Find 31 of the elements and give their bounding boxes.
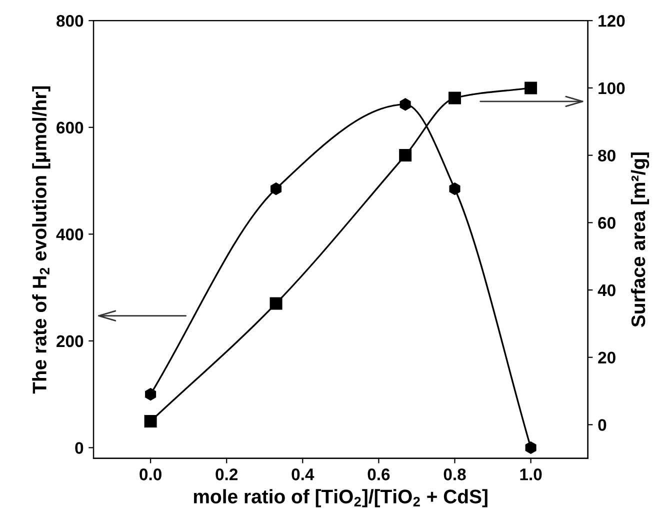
x-tick-label: 0.2 xyxy=(216,468,238,480)
point xyxy=(270,182,282,196)
y2-tick-label: 100 xyxy=(598,82,625,94)
point xyxy=(524,82,538,94)
y2-tick-label: 20 xyxy=(598,352,616,364)
point xyxy=(144,415,157,428)
point xyxy=(448,92,462,104)
y2-tick-label: 0 xyxy=(598,419,606,431)
y-tick-label: 400 xyxy=(56,228,84,240)
y-tick-label: 200 xyxy=(56,335,84,348)
x-tick-label: 0.8 xyxy=(444,468,466,480)
x-axis-title: mole ratio of [TiO$_{2}$]/[TiO$_{2}$ + CdS] xyxy=(194,489,488,508)
y2-tick-label: 120 xyxy=(598,15,625,27)
y2-tick-label: 80 xyxy=(598,150,616,162)
x-tick-label: 0.4 xyxy=(292,468,314,480)
y-tick-label: 800 xyxy=(56,15,84,27)
x-tick-label: 0.6 xyxy=(368,468,390,480)
y2-tick-label: 60 xyxy=(598,217,616,229)
y-tick-label: 0 xyxy=(75,442,84,454)
point xyxy=(525,441,536,454)
point xyxy=(400,98,411,111)
x-tick-label: 0.0 xyxy=(140,468,162,480)
y2-axis-title: Surface area [m²/g] xyxy=(630,152,650,327)
x-tick-label: 1.0 xyxy=(520,468,542,480)
point xyxy=(399,149,412,162)
point xyxy=(145,388,156,401)
y2-tick-label: 40 xyxy=(598,284,616,296)
point xyxy=(270,297,282,310)
y-axis-title: The rate of H$_{2}$ evolution [μmol/hr] xyxy=(32,86,50,394)
y-tick-label: 600 xyxy=(56,122,84,134)
point xyxy=(449,182,460,196)
